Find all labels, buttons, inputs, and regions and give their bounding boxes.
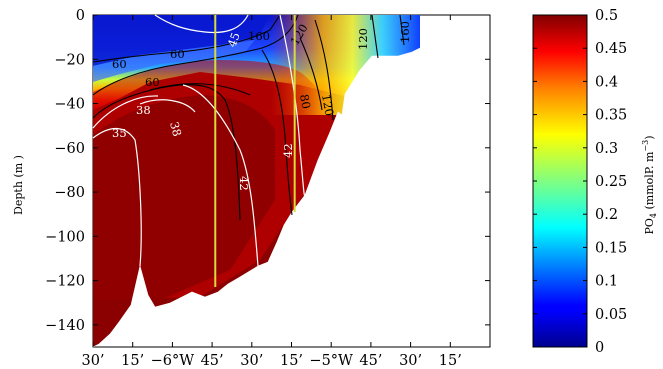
contour-label: 60 — [170, 47, 185, 61]
y-tick-label: −60 — [54, 141, 85, 157]
x-tick-label: −5°W — [309, 353, 353, 369]
contour-label: 160 — [398, 21, 412, 43]
y-tick-label: −140 — [45, 318, 85, 334]
colorbar-tick-label: 0.5 — [595, 8, 618, 24]
contour-label: 80 — [297, 93, 313, 110]
contour-label: 35 — [112, 126, 127, 140]
colorbar-label-main: PO — [643, 218, 656, 234]
y-axis-label: Depth (m ) — [12, 155, 25, 215]
station-lines — [214, 15, 296, 287]
colorbar-ticks: 0.5 0.45 0.4 0.35 0.3 0.25 0.2 0.15 0.1 0.05 0 — [533, 8, 627, 356]
colorbar-tick-label: 0.05 — [595, 307, 627, 323]
colorbar-label-sub: 4 — [649, 213, 658, 218]
y-tick-label: −80 — [54, 185, 85, 201]
white-contours — [92, 14, 306, 267]
colorbar-tick-label: 0.1 — [595, 274, 618, 290]
colorbar-tick-label: 0.45 — [595, 41, 627, 57]
y-tick-label: 0 — [76, 8, 85, 24]
colorbar-label-rest: (mmolP. m — [643, 151, 656, 213]
colorbar — [532, 14, 588, 348]
x-tick-label: 45’ — [359, 353, 382, 369]
colorbar-tick-label: 0 — [595, 340, 604, 356]
y-tick-label: −40 — [54, 97, 85, 113]
colorbar-tick-label: 0.35 — [595, 108, 627, 124]
x-tick-label: 15’ — [121, 353, 144, 369]
colorbar-label-sup: −3 — [641, 140, 650, 152]
contour-label: 45 — [225, 30, 243, 49]
x-tick-label: 30’ — [81, 353, 104, 369]
colorbar-tick-label: 0.3 — [595, 141, 618, 157]
contour-label: 42 — [237, 176, 251, 191]
contour-label: 38 — [136, 103, 151, 117]
black-contours — [92, 14, 405, 221]
colorbar-tick-label: 0.4 — [595, 74, 618, 90]
contour-label: 60 — [145, 75, 160, 89]
contour-label: 38 — [167, 120, 184, 138]
bathymetry-outline — [92, 47, 421, 348]
contour-label: 120 — [356, 28, 370, 50]
y-axis: 0 −20 −40 −60 −80 −100 −120 −140 — [45, 8, 490, 334]
contour-label: 120 — [319, 93, 337, 117]
colorbar-label-close: ) — [643, 136, 656, 140]
colorbar-tick-label: 0.25 — [595, 174, 627, 190]
y-tick-label: −20 — [54, 52, 85, 68]
x-tick-label: 30’ — [399, 353, 422, 369]
contour-label: 42 — [281, 143, 295, 158]
x-tick-label: −6°W — [151, 353, 195, 369]
colorbar-label: PO4 (mmolP. m−3) — [641, 136, 658, 235]
x-tick-label: 30’ — [240, 353, 263, 369]
white-contour-labels: 45 38 38 35 42 42 — [112, 30, 295, 190]
colorbar-tick-label: 0.2 — [595, 207, 618, 223]
x-tick-label: 45’ — [201, 353, 224, 369]
contour-label: 60 — [112, 57, 127, 71]
contour-label: 160 — [248, 29, 270, 43]
x-axis: 30’ 15’ −6°W 45’ 30’ 15’ −5°W 45’ 30’ 15’ — [81, 15, 462, 369]
x-tick-label: 15’ — [439, 353, 462, 369]
y-tick-label: −120 — [45, 274, 85, 290]
colorbar-tick-label: 0.15 — [595, 240, 627, 256]
y-tick-label: −100 — [45, 229, 85, 245]
x-tick-label: 15’ — [280, 353, 303, 369]
